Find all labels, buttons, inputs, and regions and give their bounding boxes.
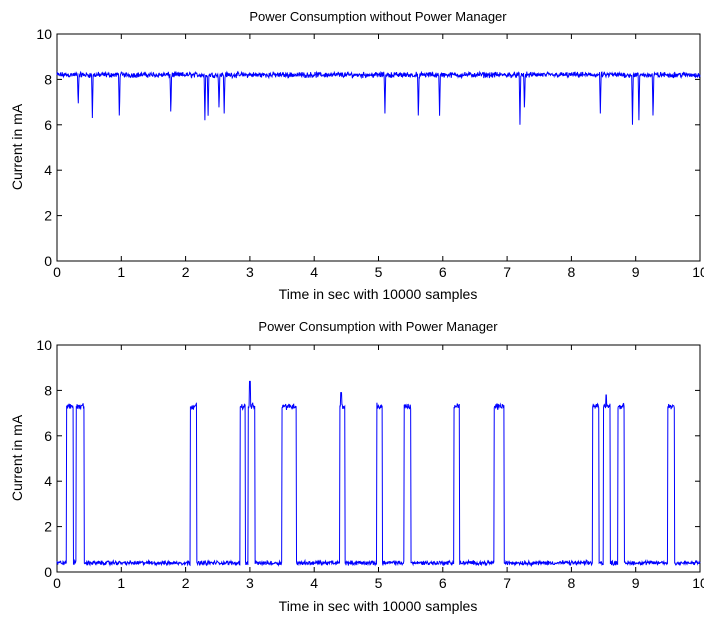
x-tick-label: 4 bbox=[310, 575, 318, 591]
x-tick-label: 10 bbox=[692, 575, 704, 591]
x-tick-label: 9 bbox=[632, 575, 640, 591]
chart-title: Power Consumption with Power Manager bbox=[258, 319, 498, 334]
x-tick-label: 3 bbox=[246, 575, 254, 591]
y-tick-label: 6 bbox=[44, 117, 52, 133]
plot-frame bbox=[56, 33, 701, 262]
x-tick-label: 6 bbox=[439, 264, 447, 280]
x-tick-label: 6 bbox=[439, 575, 447, 591]
y-tick-label: 2 bbox=[44, 208, 52, 224]
x-tick-label: 0 bbox=[53, 264, 61, 280]
x-axis-label: Time in sec with 10000 samples bbox=[279, 598, 478, 614]
x-tick-label: 9 bbox=[632, 264, 640, 280]
x-tick-label: 10 bbox=[692, 264, 704, 280]
x-tick-label: 5 bbox=[375, 264, 383, 280]
series-line bbox=[56, 380, 701, 568]
x-tick-label: 3 bbox=[246, 264, 254, 280]
y-tick-label: 4 bbox=[44, 162, 52, 178]
y-tick-label: 0 bbox=[44, 253, 52, 269]
y-axis-label: Current in mA bbox=[9, 414, 25, 501]
series-line bbox=[56, 70, 701, 125]
x-tick-label: 1 bbox=[117, 575, 125, 591]
x-tick-label: 5 bbox=[375, 575, 383, 591]
y-tick-label: 4 bbox=[44, 473, 52, 489]
y-tick-label: 10 bbox=[36, 337, 52, 353]
x-tick-label: 2 bbox=[182, 264, 190, 280]
y-tick-label: 10 bbox=[36, 26, 52, 42]
axis-ticks: 0 1 2 3 4 5 6 7 8 9 10 0 2 4 6 8 10 bbox=[36, 337, 704, 591]
y-tick-label: 2 bbox=[44, 519, 52, 535]
y-axis-label: Current in mA bbox=[9, 103, 25, 190]
subplot-with-power-manager: Power Consumption with Power Manager 0 1 2… bbox=[9, 319, 704, 614]
x-tick-label: 8 bbox=[568, 264, 576, 280]
x-tick-label: 0 bbox=[53, 575, 61, 591]
x-tick-label: 4 bbox=[310, 264, 318, 280]
x-tick-label: 8 bbox=[568, 575, 576, 591]
y-tick-label: 8 bbox=[44, 71, 52, 87]
y-tick-label: 6 bbox=[44, 428, 52, 444]
x-tick-label: 7 bbox=[503, 575, 511, 591]
y-tick-label: 0 bbox=[44, 564, 52, 580]
subplot-without-power-manager: Power Consumption without Power Manager … bbox=[9, 9, 704, 302]
chart-title: Power Consumption without Power Manager bbox=[249, 9, 507, 24]
x-tick-label: 7 bbox=[503, 264, 511, 280]
x-tick-label: 1 bbox=[117, 264, 125, 280]
y-tick-label: 8 bbox=[44, 382, 52, 398]
x-axis-label: Time in sec with 10000 samples bbox=[279, 286, 478, 302]
axis-ticks: 0 1 2 3 4 5 6 7 8 9 10 0 2 4 6 8 10 bbox=[36, 26, 704, 280]
x-tick-label: 2 bbox=[182, 575, 190, 591]
